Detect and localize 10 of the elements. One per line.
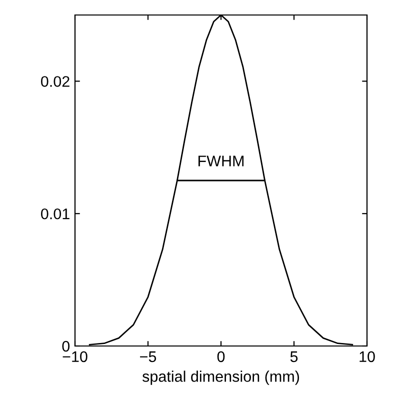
x-tick-label: 0 [217, 351, 225, 362]
y-tick-label: 0.01 [41, 208, 70, 220]
x-tick-label: 10 [360, 351, 375, 362]
x-tick-label: −10 [62, 351, 88, 362]
annotation: FWHM [198, 156, 244, 166]
x-axis-title: spatial dimension (mm) [142, 370, 300, 385]
y-tick-label: 0 [62, 340, 70, 352]
x-tick-label: −5 [140, 351, 156, 362]
x-tick-label: 5 [290, 351, 298, 362]
y-tick-label: 0.02 [41, 76, 70, 87]
